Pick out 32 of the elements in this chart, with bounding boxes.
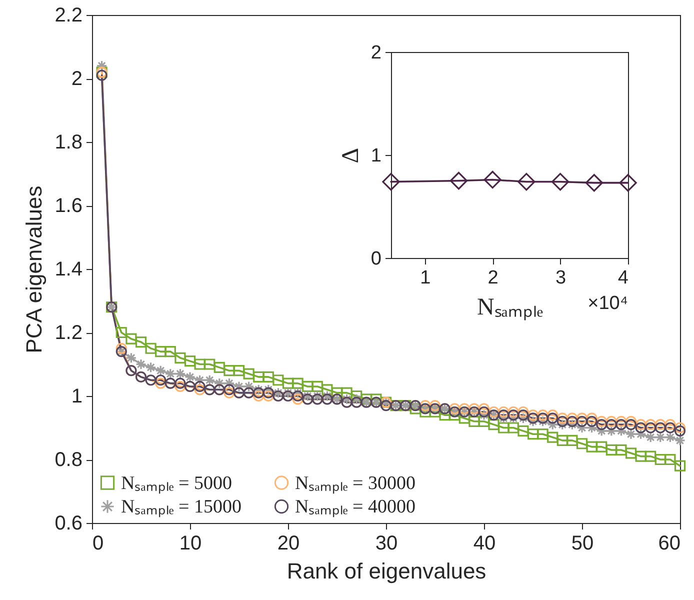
x-tick-label: 2: [488, 268, 498, 288]
y-tick-label: 0.6: [54, 512, 82, 534]
x-tick-label: 4: [618, 268, 629, 288]
y-tick-label: 1: [370, 146, 382, 166]
x-axis-title: Rank of eigenvalues: [286, 558, 486, 584]
y-tick-label: 1.8: [54, 132, 82, 154]
y-tick-label: 1.6: [54, 195, 82, 217]
x-tick-label: 0: [92, 532, 104, 554]
y-tick-label: 1.2: [54, 322, 82, 344]
x-tick-label: 50: [571, 532, 594, 554]
x-tick-label: 20: [277, 532, 300, 554]
y-axis-title: PCA eigenvalues: [22, 186, 47, 354]
y-tick-label: 2.2: [54, 4, 82, 26]
x-tick-label: 10: [179, 532, 202, 554]
legend-label: Nₛₐₘₚₗₑ = 15000: [121, 496, 242, 518]
y-tick-label: 0.8: [54, 449, 82, 471]
legend-label: Nₛₐₘₚₗₑ = 40000: [295, 496, 416, 518]
x-axis-title: Nₛₐₘₚₗₑ: [476, 294, 544, 320]
y-tick-label: 2: [370, 42, 382, 64]
y-axis-title: Δ: [338, 148, 364, 164]
legend-label: Nₛₐₘₚₗₑ = 5000: [121, 472, 232, 494]
x-tick-label: 3: [555, 268, 566, 288]
y-tick-label: 2: [71, 68, 82, 90]
x-tick-label: 40: [473, 532, 496, 554]
x-tick-label: 30: [375, 532, 398, 554]
legend-label: Nₛₐₘₚₗₑ = 30000: [295, 472, 416, 494]
annotation: ×10⁴: [588, 293, 628, 314]
y-tick-label: 0: [370, 248, 382, 270]
y-tick-label: 1: [71, 386, 82, 408]
y-tick-label: 1.4: [54, 258, 82, 280]
x-tick-label: 60: [658, 532, 680, 554]
x-tick-label: 1: [420, 268, 431, 288]
